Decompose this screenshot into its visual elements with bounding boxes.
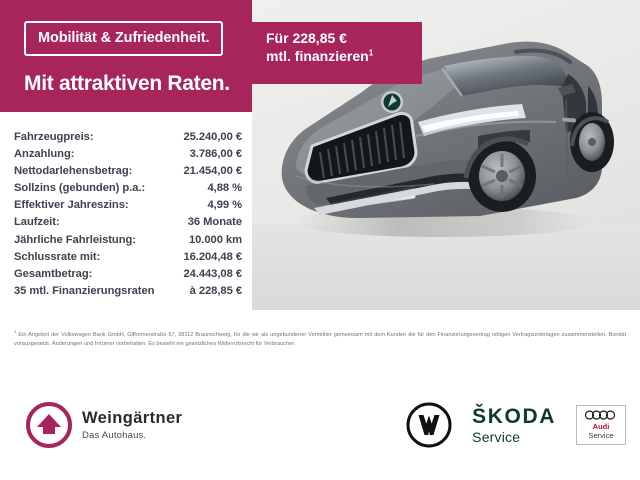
table-row: Effektiver Jahreszins: 4,99 % bbox=[14, 199, 242, 216]
offer-flag-line1: Für 228,85 € bbox=[266, 30, 347, 46]
spec-value: 10.000 km bbox=[188, 233, 242, 246]
legal-disclaimer: 1 Ein Angebot der Volkswagen Bank GmbH, … bbox=[14, 328, 626, 350]
brand-logo-row: ŠKODA Service Audi Service bbox=[406, 402, 626, 448]
spec-label: Effektiver Jahreszins: bbox=[14, 199, 129, 212]
audi-service-label: Service bbox=[588, 431, 614, 440]
spec-value: 36 Monate bbox=[187, 216, 242, 229]
spec-label: 35 mtl. Finanzierungsraten bbox=[14, 284, 155, 297]
spec-table-body: Fahrzeugpreis: 25.240,00 € Anzahlung: 3.… bbox=[14, 131, 242, 302]
dealer-logo[interactable]: Weingärtner Das Autohaus. bbox=[26, 402, 182, 448]
table-row: Schlussrate mit: 16.204,48 € bbox=[14, 251, 242, 268]
offer-flag-background bbox=[252, 22, 422, 84]
audi-service-logo[interactable]: Audi Service bbox=[576, 404, 626, 446]
spec-value: 24.443,08 € bbox=[183, 267, 242, 280]
spec-value: à 228,85 € bbox=[189, 284, 242, 297]
table-row: Gesamtbetrag: 24.443,08 € bbox=[14, 268, 242, 285]
dealer-tagline: Das Autohaus. bbox=[82, 430, 147, 441]
spec-label: Sollzins (gebunden) p.a.: bbox=[14, 182, 146, 195]
audi-rings-icon bbox=[584, 410, 616, 420]
header-kicker: Mobilität & Zufriedenheit. bbox=[24, 21, 224, 56]
spec-label: Nettodarlehensbetrag: bbox=[14, 165, 133, 178]
spec-value: 16.204,48 € bbox=[183, 250, 242, 263]
disclaimer-text: Ein Angebot der Volkswagen Bank GmbH, Gi… bbox=[14, 331, 626, 348]
stage-floor bbox=[252, 224, 640, 310]
spec-label: Jährliche Fahrleistung: bbox=[14, 233, 136, 246]
spec-value: 21.454,00 € bbox=[183, 165, 242, 178]
table-row: Sollzins (gebunden) p.a.: 4,88 % bbox=[14, 182, 242, 199]
weingaertner-house-icon bbox=[26, 402, 72, 448]
spec-value: 4,99 % bbox=[207, 199, 242, 212]
spec-value: 4,88 % bbox=[207, 182, 242, 195]
header-headline: Mit attraktiven Raten. bbox=[24, 72, 230, 95]
skoda-service-logo[interactable]: ŠKODA Service bbox=[472, 406, 556, 444]
skoda-wordmark: ŠKODA bbox=[472, 405, 556, 428]
table-row: Laufzeit: 36 Monate bbox=[14, 216, 242, 233]
finance-spec-table: Fahrzeugpreis: 25.240,00 € Anzahlung: 3.… bbox=[14, 131, 242, 302]
skoda-service-label: Service bbox=[472, 429, 521, 445]
disclaimer-marker: 1 bbox=[14, 329, 17, 334]
table-row: Anzahlung: 3.786,00 € bbox=[14, 148, 242, 165]
audi-wordmark: Audi bbox=[592, 421, 610, 431]
spec-label: Gesamtbetrag: bbox=[14, 267, 93, 280]
offer-flag-footnote-marker: 1 bbox=[368, 48, 374, 58]
dealer-wordmark: Weingärtner Das Autohaus. bbox=[82, 408, 183, 441]
offer-flag-line2: mtl. finanzieren bbox=[266, 47, 369, 64]
dealer-name: Weingärtner bbox=[82, 408, 183, 427]
spec-value: 3.786,00 € bbox=[189, 148, 242, 161]
volkswagen-logo-icon[interactable] bbox=[406, 402, 452, 448]
table-row: 35 mtl. Finanzierungsraten à 228,85 € bbox=[14, 285, 242, 302]
spec-label: Fahrzeugpreis: bbox=[14, 131, 94, 143]
table-row: Fahrzeugpreis: 25.240,00 € bbox=[14, 131, 242, 148]
footer: Weingärtner Das Autohaus. ŠKODA Service bbox=[0, 384, 640, 480]
spec-label: Anzahlung: bbox=[14, 148, 75, 161]
spec-value: 25.240,00 € bbox=[183, 131, 242, 143]
spec-label: Laufzeit: bbox=[14, 216, 60, 229]
vehicle-stage: Für 228,85 € mtl. finanzieren1 bbox=[252, 0, 640, 310]
spec-label: Schlussrate mit: bbox=[14, 250, 101, 263]
table-row: Nettodarlehensbetrag: 21.454,00 € bbox=[14, 165, 242, 182]
header-band bbox=[0, 0, 252, 112]
vehicle-photo bbox=[266, 26, 632, 276]
offer-flag-text: Für 228,85 € mtl. finanzieren1 bbox=[266, 30, 426, 66]
table-row: Jährliche Fahrleistung: 10.000 km bbox=[14, 234, 242, 251]
